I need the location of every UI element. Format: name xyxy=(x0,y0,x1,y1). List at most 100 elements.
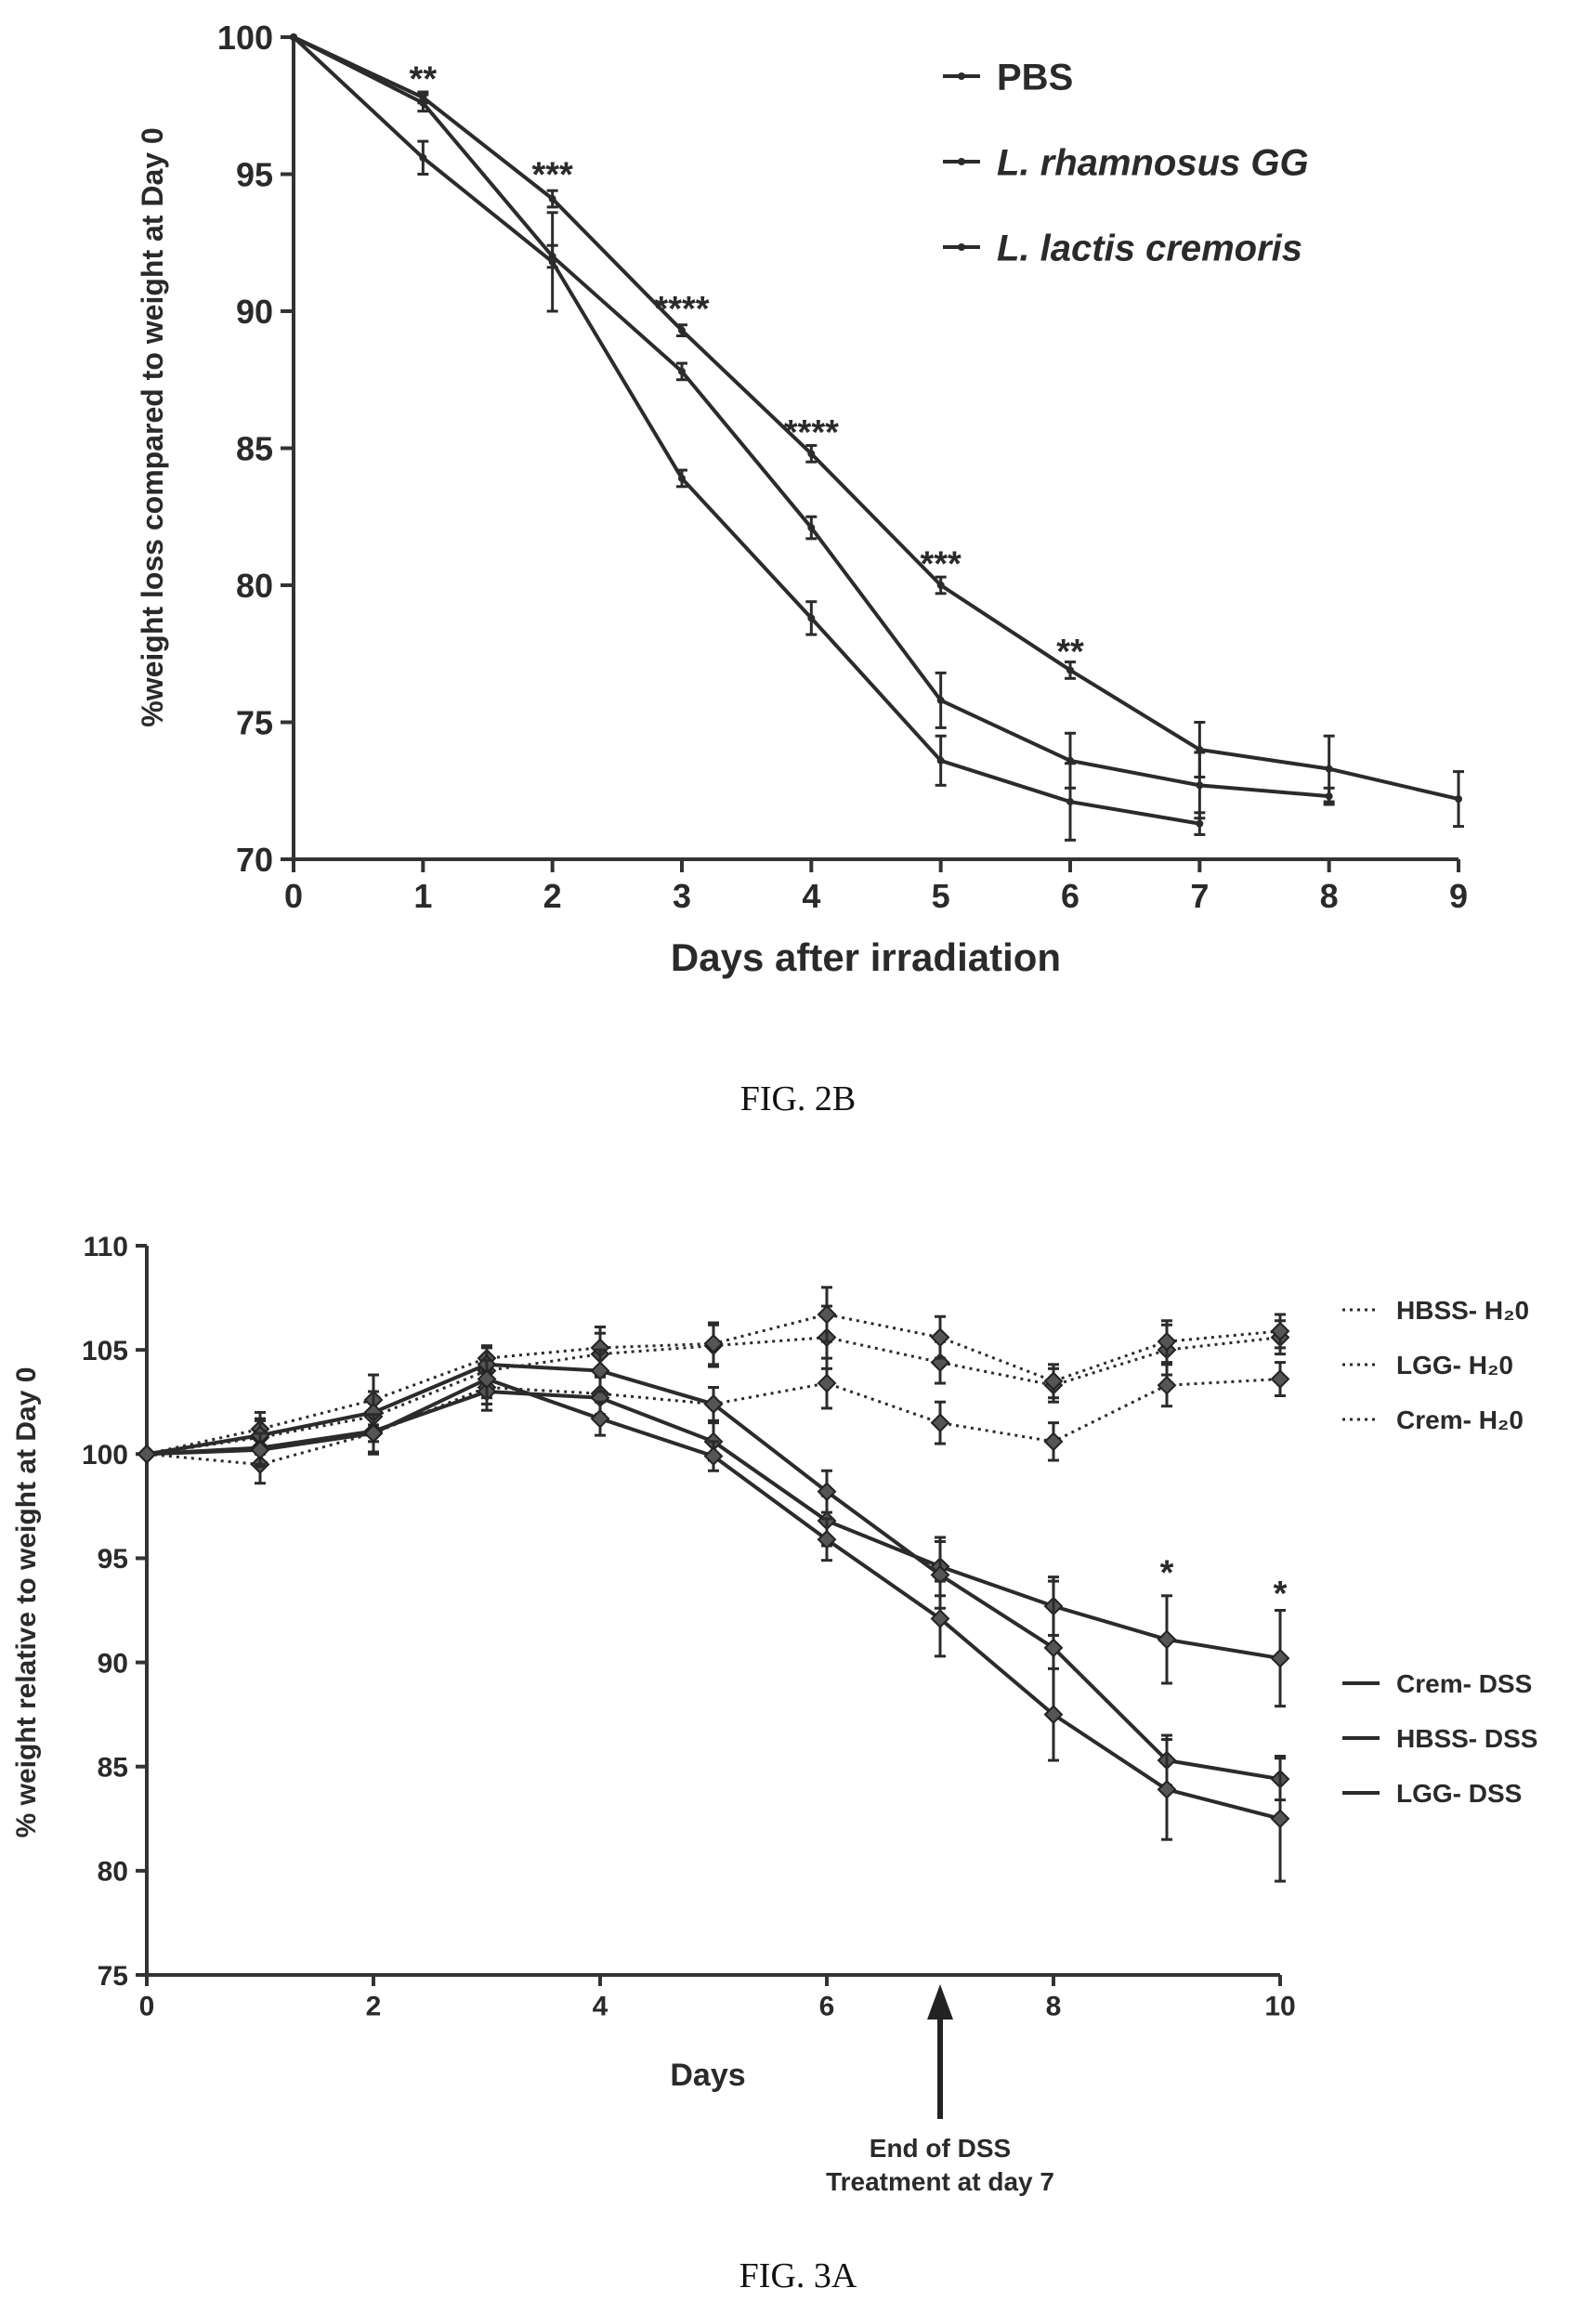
data-point xyxy=(930,1413,950,1433)
series-line xyxy=(292,35,1200,826)
data-point xyxy=(703,1334,724,1353)
chart-3a-axes: 75 80 85 90 95 100 105 110 0 2 4 6 8 10 xyxy=(82,1232,1296,2022)
data-point xyxy=(678,367,686,375)
data-point xyxy=(1066,798,1074,806)
x-tick-label: 10 xyxy=(1264,1992,1295,2022)
data-point xyxy=(1270,1809,1290,1829)
x-tick-label: 6 xyxy=(819,1992,835,2022)
x-tick-label: 2 xyxy=(366,1992,382,2022)
chart-3a-ylabel: % weight relative to weight at Day 0 xyxy=(11,1367,42,1838)
y-tick-label: 75 xyxy=(98,1961,128,1992)
legend-entry: L. rhamnosus GG xyxy=(997,142,1309,183)
data-point xyxy=(930,1327,950,1348)
data-point xyxy=(419,98,427,107)
data-point xyxy=(703,1394,724,1414)
x-tick-label: 8 xyxy=(1320,877,1339,915)
data-point xyxy=(1043,1432,1064,1452)
y-tick-label: 90 xyxy=(98,1648,128,1679)
data-point xyxy=(1270,1648,1290,1668)
arrow-label-line2: Treatment at day 7 xyxy=(826,2167,1054,2196)
data-point xyxy=(1157,1331,1177,1352)
data-point xyxy=(1325,792,1333,801)
data-point xyxy=(363,1423,384,1444)
legend-marker xyxy=(958,243,965,251)
x-tick-label: 7 xyxy=(1190,877,1209,915)
chart-3a-legend: HBSS- H₂0 LGG- H₂0 Crem- H₂0 Crem- DSS HBSS-… xyxy=(1342,1296,1537,1808)
y-tick-label: 85 xyxy=(236,429,273,467)
data-point xyxy=(1157,1779,1177,1799)
data-point xyxy=(807,450,816,458)
data-point xyxy=(1270,1369,1290,1389)
chart-3a-caption: FIG. 3A xyxy=(739,2256,857,2295)
data-point xyxy=(1196,819,1204,828)
legend-entry: LGG- DSS xyxy=(1396,1779,1522,1808)
data-point xyxy=(936,696,945,704)
data-point xyxy=(590,1408,610,1429)
chart-2b-caption: FIG. 2B xyxy=(740,1079,857,1118)
series-l-lactis-cremoris xyxy=(290,33,1335,820)
chart-2b-series xyxy=(290,33,1464,842)
chart-2b-ylabel: %weight loss compared to weight at Day 0 xyxy=(136,127,169,726)
chart-3a-xlabel: Days xyxy=(670,2058,745,2093)
legend-entry: HBSS- DSS xyxy=(1396,1724,1537,1753)
significance-marker: **** xyxy=(654,290,709,329)
data-point xyxy=(250,1440,270,1460)
y-tick-label: 85 xyxy=(98,1753,128,1784)
y-tick-label: 110 xyxy=(84,1232,128,1262)
chart-2b-xlabel: Days after irradiation xyxy=(671,935,1061,979)
data-point xyxy=(1325,765,1333,773)
arrow-head xyxy=(927,1984,953,2020)
significance-marker: ** xyxy=(410,59,438,98)
data-point xyxy=(590,1361,610,1380)
data-point xyxy=(1043,1705,1064,1725)
y-tick-label: 80 xyxy=(236,567,273,605)
significance-marker: *** xyxy=(920,545,962,584)
legend-entry: L. lactis cremoris xyxy=(997,228,1302,268)
y-tick-label: 95 xyxy=(98,1544,128,1575)
data-point xyxy=(817,1529,837,1549)
data-point xyxy=(936,756,945,765)
chart-2b-axes: 70 75 80 85 90 95 100 0 1 2 3 4 5 6 7 8 9 xyxy=(217,19,1468,915)
y-tick-label: 95 xyxy=(236,155,273,193)
significance-marker: **** xyxy=(784,413,839,452)
legend-entry: HBSS- H₂0 xyxy=(1396,1296,1529,1325)
data-point xyxy=(930,1609,950,1628)
data-point xyxy=(1157,1375,1177,1395)
x-tick-label: 2 xyxy=(543,877,562,915)
significance-marker: *** xyxy=(531,156,573,195)
chart-fig-2b: %weight loss compared to weight at Day 0… xyxy=(136,19,1468,1118)
data-point xyxy=(817,1482,837,1502)
chart-2b-legend: PBS L. rhamnosus GG L. lactis cremoris xyxy=(943,57,1309,268)
data-point xyxy=(817,1373,837,1393)
data-point xyxy=(1157,1629,1177,1650)
data-point xyxy=(936,582,945,589)
series-hbss-dss xyxy=(137,1346,1290,1802)
x-tick-label: 1 xyxy=(413,877,432,915)
data-point xyxy=(1043,1371,1064,1392)
y-tick-label: 105 xyxy=(82,1336,128,1366)
data-point xyxy=(807,614,816,622)
data-point xyxy=(1270,1321,1290,1341)
x-tick-label: 8 xyxy=(1046,1992,1062,2022)
x-tick-label: 0 xyxy=(139,1992,155,2022)
x-tick-label: 6 xyxy=(1061,877,1079,915)
series-l-rhamnosus-gg xyxy=(290,33,1206,842)
data-point xyxy=(477,1369,497,1389)
data-point xyxy=(1196,781,1204,790)
x-tick-label: 9 xyxy=(1449,877,1468,915)
chart-fig-3a: % weight relative to weight at Day 0 Day… xyxy=(11,1232,1537,2295)
significance-marker: ** xyxy=(1056,633,1084,672)
data-point xyxy=(548,253,556,260)
series-lgg-h-0 xyxy=(137,1286,1290,1464)
chart-2b-annotations: ****************** xyxy=(410,59,1084,672)
series-crem-dss xyxy=(137,1371,1290,1708)
chart-3a-annotations: ** xyxy=(1160,1553,1288,1613)
series-line xyxy=(293,35,1459,802)
data-point xyxy=(1066,756,1074,765)
data-point xyxy=(290,33,297,41)
arrow-label-line1: End of DSS xyxy=(870,2134,1011,2163)
data-point xyxy=(817,1304,837,1325)
legend-entry: Crem- DSS xyxy=(1396,1669,1532,1698)
series-lgg-dss xyxy=(137,1358,1290,1883)
